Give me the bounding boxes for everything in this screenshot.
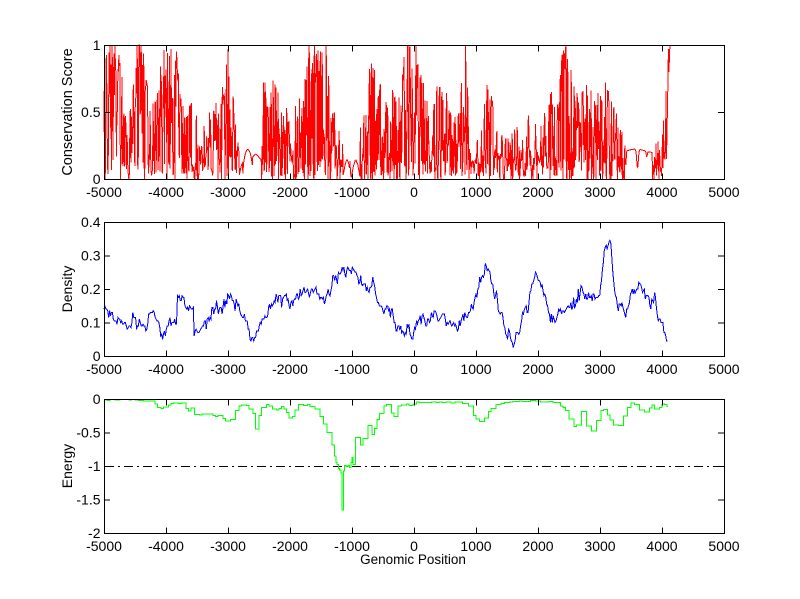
svg-text:1000: 1000 <box>460 538 491 554</box>
svg-text:-2000: -2000 <box>272 184 308 200</box>
svg-text:-4000: -4000 <box>148 538 184 554</box>
svg-text:4000: 4000 <box>646 538 677 554</box>
svg-text:0: 0 <box>93 348 101 364</box>
svg-text:-3000: -3000 <box>210 538 246 554</box>
svg-text:0: 0 <box>93 171 101 187</box>
svg-text:2000: 2000 <box>522 361 553 377</box>
svg-text:0.2: 0.2 <box>81 281 101 297</box>
svg-text:3000: 3000 <box>584 184 615 200</box>
svg-text:-5000: -5000 <box>86 184 122 200</box>
svg-text:-2000: -2000 <box>272 361 308 377</box>
svg-text:-4000: -4000 <box>148 184 184 200</box>
svg-text:0: 0 <box>93 391 101 407</box>
svg-text:-1000: -1000 <box>334 361 370 377</box>
svg-text:0.3: 0.3 <box>81 248 101 264</box>
svg-text:Conservation Score: Conservation Score <box>60 48 76 175</box>
svg-text:-3000: -3000 <box>210 361 246 377</box>
svg-text:5000: 5000 <box>708 184 739 200</box>
svg-text:2000: 2000 <box>522 184 553 200</box>
svg-text:0: 0 <box>410 184 418 200</box>
svg-text:-2000: -2000 <box>272 538 308 554</box>
svg-text:0: 0 <box>410 538 418 554</box>
svg-text:3000: 3000 <box>584 361 615 377</box>
svg-text:-5000: -5000 <box>86 361 122 377</box>
svg-text:-4000: -4000 <box>148 361 184 377</box>
svg-text:-1000: -1000 <box>334 184 370 200</box>
svg-text:-1.5: -1.5 <box>76 492 100 508</box>
svg-text:-1000: -1000 <box>334 538 370 554</box>
svg-text:-3000: -3000 <box>210 184 246 200</box>
svg-text:0.5: 0.5 <box>81 104 101 120</box>
svg-text:2000: 2000 <box>522 538 553 554</box>
svg-text:4000: 4000 <box>646 361 677 377</box>
svg-text:3000: 3000 <box>584 538 615 554</box>
svg-text:-0.5: -0.5 <box>76 425 100 441</box>
svg-text:1000: 1000 <box>460 184 491 200</box>
svg-text:0.1: 0.1 <box>81 315 101 331</box>
svg-text:1000: 1000 <box>460 361 491 377</box>
svg-text:5000: 5000 <box>708 538 739 554</box>
svg-text:1: 1 <box>93 37 101 53</box>
svg-text:-1: -1 <box>88 458 101 474</box>
svg-text:Energy: Energy <box>59 444 75 488</box>
svg-text:4000: 4000 <box>646 184 677 200</box>
svg-text:0: 0 <box>410 361 418 377</box>
svg-text:Genomic Position: Genomic Position <box>360 552 466 567</box>
svg-text:-2: -2 <box>88 525 101 541</box>
svg-text:0.4: 0.4 <box>81 214 101 230</box>
svg-text:Density: Density <box>59 266 75 313</box>
svg-text:5000: 5000 <box>708 361 739 377</box>
svg-text:-5000: -5000 <box>86 538 122 554</box>
